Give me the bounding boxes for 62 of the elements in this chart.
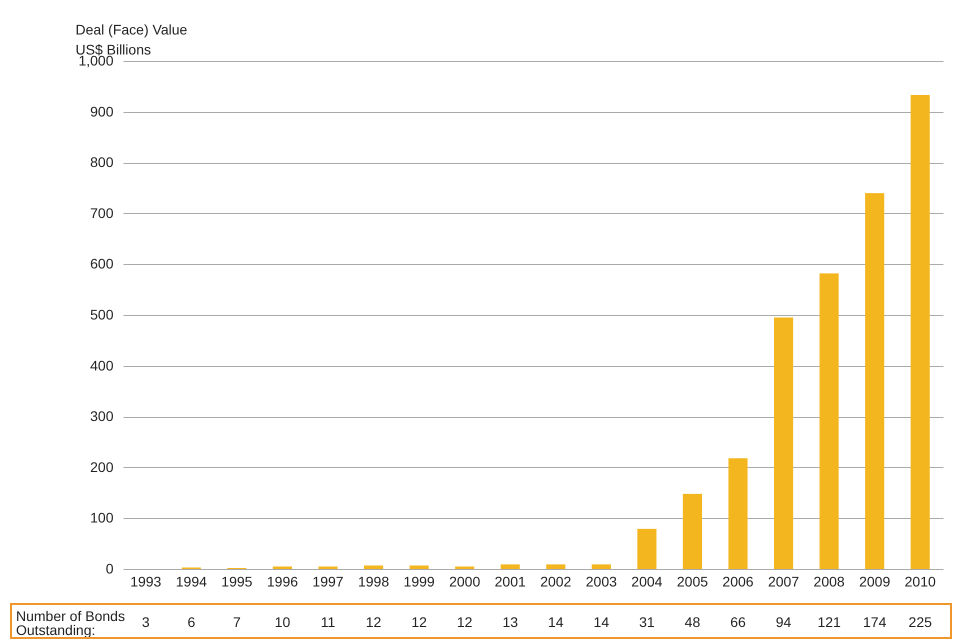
text: 66 <box>730 614 746 630</box>
text: 10 <box>274 614 290 630</box>
y-tick-label: 800 <box>90 154 114 170</box>
bar <box>592 564 611 569</box>
y-tick-label: 200 <box>90 458 114 475</box>
bar <box>272 566 292 569</box>
x-tick-label: 2007 <box>768 574 800 590</box>
y-tick-label: 700 <box>90 204 114 221</box>
bar <box>637 528 656 569</box>
x-tick-label: 1997 <box>312 574 344 590</box>
text: 6 <box>187 614 196 630</box>
text: 13 <box>502 614 518 630</box>
text: 12 <box>366 614 382 630</box>
x-tick-label: 1994 <box>176 574 208 590</box>
y-tick-label: 300 <box>90 408 114 424</box>
y-tick-label: 0 <box>106 560 114 576</box>
text: 14 <box>548 614 564 630</box>
y-tick-label: 100 <box>90 510 114 526</box>
bar <box>820 273 839 569</box>
bar <box>546 564 566 569</box>
text: 12 <box>411 614 428 630</box>
text: 3 <box>142 614 150 630</box>
y-tick-label: 600 <box>90 256 114 272</box>
bar <box>865 193 884 569</box>
x-tick-label: 2009 <box>859 574 890 590</box>
bar <box>318 566 338 569</box>
x-tick-label: 2000 <box>449 574 480 590</box>
text: Number of Bonds Outstanding: <box>16 608 125 638</box>
x-tick-label: 2010 <box>904 574 936 590</box>
x-tick-label: 1995 <box>221 574 253 590</box>
bar <box>364 565 384 569</box>
text: 94 <box>776 614 792 630</box>
x-tick-label: 2002 <box>540 574 572 590</box>
x-tick-label: 1999 <box>404 574 435 590</box>
x-tick-label: 2005 <box>676 574 708 590</box>
bar <box>774 318 794 569</box>
x-tick-label: 2004 <box>631 574 663 590</box>
y-tick-label: 900 <box>90 103 114 120</box>
text: 31 <box>639 614 655 630</box>
x-tick-label: 1998 <box>358 574 390 590</box>
text: 14 <box>594 614 610 630</box>
text: 7 <box>232 614 241 630</box>
text: 225 <box>908 614 932 630</box>
x-tick-label: 2003 <box>586 574 618 590</box>
bar <box>728 458 748 569</box>
bar <box>410 565 429 569</box>
y-tick-label: 400 <box>90 357 114 374</box>
text: 174 <box>862 614 887 630</box>
text: 121 <box>817 614 842 630</box>
bar <box>455 566 474 569</box>
x-tick-label: 2008 <box>814 574 845 590</box>
text: 48 <box>684 614 700 630</box>
x-tick-label: 1996 <box>266 574 298 590</box>
bar <box>682 494 702 569</box>
y-tick-label: 500 <box>90 306 114 322</box>
bar <box>910 95 930 569</box>
bar <box>500 564 520 569</box>
x-tick-label: 1993 <box>130 574 162 590</box>
text: 11 <box>320 614 336 630</box>
x-tick-label: 2001 <box>494 574 526 590</box>
x-tick-label: 2006 <box>722 574 754 590</box>
text: 12 <box>456 614 473 630</box>
